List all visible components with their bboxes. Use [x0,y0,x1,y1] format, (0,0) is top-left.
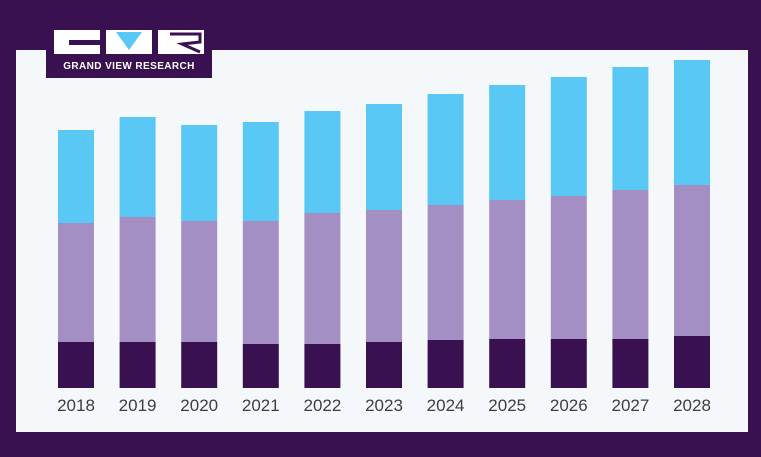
bar-2023-segment-2 [366,210,402,342]
bar-2027-segment-1 [612,339,649,388]
x-tick-label-2021: 2021 [242,396,280,415]
bar-2021-segment-3 [242,122,279,221]
bar-2026-segment-2 [550,196,587,339]
x-tick-label-2024: 2024 [427,396,465,415]
bar-2028-segment-1 [674,336,710,388]
bar-2028-segment-3 [674,60,710,185]
x-tick-label-2027: 2027 [611,396,649,415]
bar-2026-segment-3 [550,77,587,196]
bar-2028-segment-2 [674,185,710,336]
logo-brand-text: GRAND VIEW RESEARCH [63,61,195,72]
bar-2020-segment-3 [181,125,218,221]
bar-2022-segment-2 [304,213,341,344]
bar-2019-segment-1 [119,342,156,388]
bar-2022-segment-1 [304,344,341,388]
x-tick-label-2019: 2019 [119,396,157,415]
bar-2024-segment-3 [427,94,464,205]
bar-2024-segment-1 [427,340,464,388]
bar-2025-segment-1 [489,339,526,388]
bar-2019-segment-3 [119,117,156,217]
x-tick-label-2025: 2025 [488,396,526,415]
bar-2018-segment-1 [58,342,94,388]
bar-2027-segment-3 [612,67,649,190]
x-tick-label-2026: 2026 [550,396,588,415]
bar-2023-segment-1 [366,342,402,388]
bar-2027-segment-2 [612,190,649,339]
x-tick-label-2020: 2020 [180,396,218,415]
bar-2021-segment-1 [242,344,279,388]
x-tick-label-2022: 2022 [303,396,341,415]
bar-2024-segment-2 [427,205,464,340]
x-tick-label-2028: 2028 [673,396,711,415]
bar-2020-segment-2 [181,221,218,342]
bar-2023-segment-3 [366,104,402,210]
x-tick-label-2023: 2023 [365,396,403,415]
bar-2021-segment-2 [242,221,279,344]
x-tick-label-2018: 2018 [57,396,95,415]
gvr-logo-mark-icon [54,30,204,54]
grand-view-research-logo: GRAND VIEW RESEARCH [46,28,212,78]
bar-2026-segment-1 [550,339,587,388]
bar-2019-segment-2 [119,217,156,342]
bar-2020-segment-1 [181,342,218,388]
bar-2025-segment-3 [489,85,526,200]
bar-2018-segment-3 [58,130,94,223]
bar-2018-segment-2 [58,223,94,342]
bar-2025-segment-2 [489,200,526,339]
bar-2022-segment-3 [304,111,341,213]
